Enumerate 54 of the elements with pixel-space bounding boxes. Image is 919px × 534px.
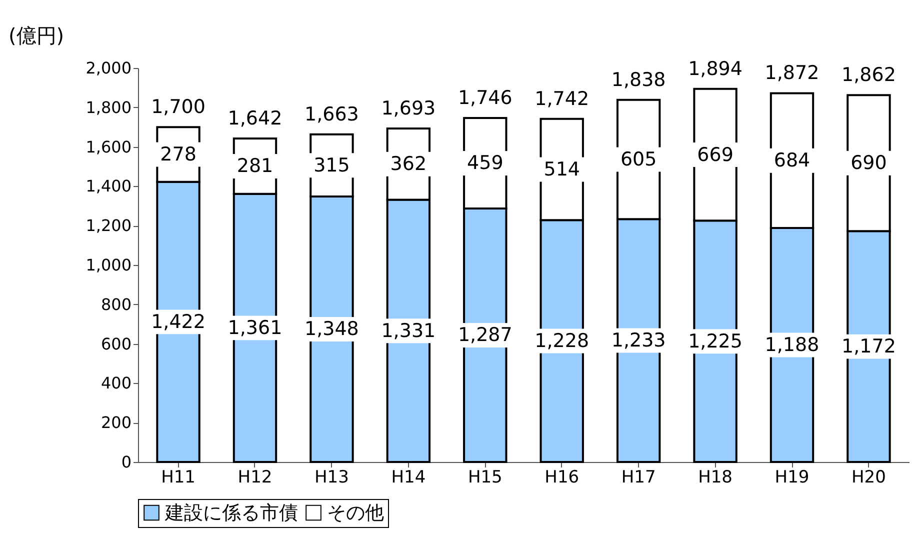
data-label: 278: [160, 143, 196, 166]
data-label: 1,422: [151, 310, 206, 333]
data-label: 605: [620, 148, 657, 171]
y-tick-label: 1,400: [86, 176, 132, 196]
data-label: 684: [774, 150, 810, 172]
y-tick-label: 0: [121, 452, 132, 472]
x-tick-label: H11: [161, 468, 196, 488]
data-label: 1,188: [764, 334, 820, 356]
x-tick-label: H12: [238, 468, 272, 488]
total-label: 1,862: [842, 64, 896, 86]
y-tick-label: 2,000: [86, 58, 132, 78]
y-tick-label: 800: [100, 294, 132, 314]
data-label: 459: [467, 152, 504, 174]
total-label: 1,894: [688, 58, 742, 80]
y-tick-label: 1,600: [86, 137, 132, 156]
y-axis-title: (億円): [8, 24, 64, 48]
x-tick-label: H15: [468, 468, 502, 488]
legend-label: その他: [327, 502, 384, 524]
y-tick-label: 400: [100, 374, 132, 393]
x-tick-label: H17: [621, 468, 656, 488]
y-tick-label: 600: [100, 334, 132, 354]
y-tick-label: 1,800: [86, 98, 132, 117]
data-label: 1,331: [381, 320, 436, 342]
data-label: 1,233: [611, 330, 666, 352]
data-label: 362: [390, 153, 427, 176]
data-label: 315: [314, 154, 350, 176]
data-label: 669: [697, 144, 734, 166]
total-label: 1,693: [381, 97, 436, 120]
x-tick-label: H13: [314, 468, 349, 488]
x-tick-label: H19: [774, 468, 810, 488]
total-label: 1,742: [534, 88, 590, 110]
data-label: 1,287: [458, 324, 512, 346]
y-tick-label: 200: [100, 413, 132, 432]
x-tick-label: H16: [544, 468, 580, 488]
data-label: 1,225: [688, 330, 742, 352]
legend-label: 建設に係る市債: [164, 502, 298, 524]
data-label: 1,172: [842, 336, 896, 358]
data-label: 281: [236, 155, 274, 178]
total-label: 1,872: [764, 62, 820, 84]
total-label: 1,663: [304, 103, 359, 126]
total-label: 1,700: [151, 96, 206, 118]
data-label: 514: [544, 158, 580, 180]
data-label: 1,348: [304, 318, 359, 340]
total-label: 1,642: [228, 108, 282, 130]
y-tick-label: 1,200: [86, 216, 132, 236]
total-label: 1,746: [458, 87, 512, 110]
total-label: 1,838: [611, 68, 666, 91]
data-label: 1,361: [228, 316, 282, 339]
x-tick-label: H18: [698, 468, 732, 488]
y-tick-label: 1,000: [86, 256, 132, 274]
data-label: 690: [850, 152, 887, 174]
data-label: 1,228: [534, 330, 590, 352]
x-tick-label: H20: [852, 468, 886, 488]
x-tick-label: H14: [391, 468, 426, 488]
